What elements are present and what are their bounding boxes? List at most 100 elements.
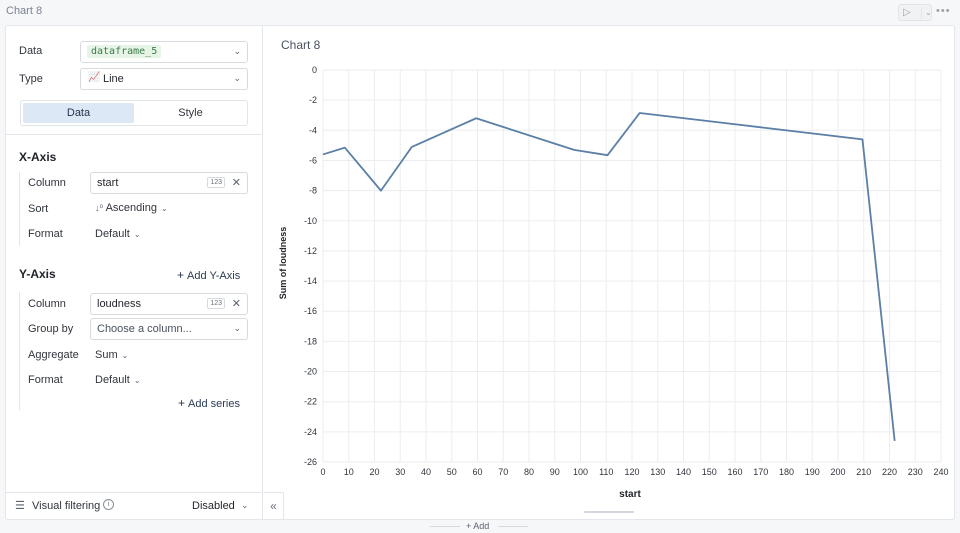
sort-label: Sort	[28, 203, 49, 215]
x-tick-label: 20	[369, 467, 379, 477]
data-label: Data	[19, 45, 43, 57]
x-tick-label: 70	[498, 467, 508, 477]
x-tick-label: 50	[447, 467, 457, 477]
cell-title: Chart 8	[6, 5, 43, 17]
chevron-down-icon[interactable]: ⌄	[241, 500, 249, 510]
add-cell-button[interactable]: + Add	[466, 521, 489, 531]
y-column-value: loudness	[97, 298, 142, 310]
tab-style[interactable]: Style	[178, 107, 203, 119]
aggregate-select[interactable]: Sum ⌄	[95, 349, 128, 361]
close-icon[interactable]: ✕	[231, 298, 241, 310]
y-axis-label: Sum of loudness	[278, 227, 288, 300]
y-tick-label: 0	[312, 65, 317, 75]
group-by-select[interactable]: Choose a column... ⌄	[90, 318, 248, 340]
info-icon[interactable]: i	[103, 499, 114, 510]
line-chart: 0-2-4-6-8-10-12-14-16-18-20-22-24-260 10 2…	[278, 65, 949, 500]
chevron-down-icon: ⌄	[233, 73, 241, 83]
visual-filtering-bar: ☰ Visual filtering i Disabled ⌄	[6, 492, 262, 519]
x-tick-label: 110	[599, 467, 613, 477]
y-tick-label: -12	[304, 246, 317, 256]
x-column-field[interactable]: start 123 ✕	[90, 172, 248, 194]
more-options-icon[interactable]: •••	[936, 5, 951, 17]
add-series-label: Add series	[188, 398, 240, 410]
chevron-down-icon: ⌄	[233, 323, 241, 333]
x-axis-label: start	[619, 489, 641, 500]
config-panel: Data dataframe_5 ⌄ Type 📈 Line ⌄ Data St…	[6, 26, 263, 519]
chevron-down-icon: ⌄	[133, 230, 141, 239]
divider	[6, 134, 262, 135]
sort-select[interactable]: ↓⁰ Ascending ⌄	[95, 202, 168, 214]
y-tick-label: -20	[304, 367, 317, 377]
x-tick-label: 150	[702, 467, 717, 477]
add-y-axis-button[interactable]: + Add Y-Axis	[177, 268, 240, 282]
x-tick-label: 190	[805, 467, 820, 477]
dataframe-select[interactable]: dataframe_5 ⌄	[80, 41, 248, 63]
add-series-button[interactable]: + Add series	[178, 396, 240, 410]
chevron-down-icon: ⌄	[133, 376, 141, 385]
chevron-down-icon: ⌄	[121, 351, 129, 360]
x-tick-label: 240	[933, 467, 948, 477]
x-tick-label: 100	[573, 467, 588, 477]
x-tick-label: 30	[395, 467, 405, 477]
x-tick-label: 0	[320, 467, 325, 477]
visual-filtering-select[interactable]: Disabled	[192, 500, 235, 512]
x-tick-label: 60	[472, 467, 482, 477]
add-cell-label: Add	[473, 521, 490, 531]
section-rule	[19, 172, 20, 246]
divider	[498, 526, 528, 527]
y-tick-label: -10	[304, 216, 317, 226]
y-column-label: Column	[28, 298, 66, 310]
chevron-down-icon: ⌄	[160, 204, 168, 213]
aggregate-label: Aggregate	[28, 349, 79, 361]
x-axis-title: X-Axis	[19, 150, 57, 164]
collapse-panel-button[interactable]: «	[264, 492, 284, 519]
y-tick-label: -18	[304, 336, 317, 346]
y-tick-label: -22	[304, 397, 317, 407]
numeric-type-icon: 123	[207, 298, 225, 309]
y-format-select[interactable]: Default ⌄	[95, 374, 141, 386]
sort-ascending-icon: ↓⁰	[95, 203, 104, 213]
x-format-select[interactable]: Default ⌄	[95, 228, 141, 240]
y-tick-label: -26	[304, 457, 317, 467]
y-tick-label: -14	[304, 276, 317, 286]
x-tick-label: 180	[779, 467, 794, 477]
x-format-label: Format	[28, 228, 63, 240]
chart-type-select[interactable]: 📈 Line ⌄	[80, 68, 248, 90]
y-tick-label: -24	[304, 427, 317, 437]
chevron-down-icon[interactable]: ⌄	[921, 7, 932, 19]
group-by-placeholder: Choose a column...	[97, 323, 192, 335]
run-button[interactable]: ▷ ⌄	[898, 4, 932, 21]
type-label: Type	[19, 73, 43, 85]
chart-title: Chart 8	[281, 38, 321, 52]
y-tick-label: -8	[309, 186, 317, 196]
y-tick-label: -6	[309, 155, 317, 165]
x-tick-label: 160	[727, 467, 742, 477]
aggregate-value: Sum	[95, 349, 118, 361]
plus-icon: +	[178, 396, 186, 410]
group-by-label: Group by	[28, 323, 74, 335]
add-y-axis-label: Add Y-Axis	[187, 270, 241, 282]
y-column-field[interactable]: loudness 123 ✕	[90, 293, 248, 315]
tab-data[interactable]: Data	[23, 103, 134, 123]
series-line[interactable]	[322, 112, 896, 441]
y-format-value: Default	[95, 374, 130, 386]
y-tick-label: -4	[309, 125, 317, 135]
numeric-type-icon: 123	[207, 177, 225, 188]
plus-icon: +	[466, 521, 474, 531]
x-tick-label: 220	[882, 467, 897, 477]
x-format-value: Default	[95, 228, 130, 240]
y-format-label: Format	[28, 374, 63, 386]
x-tick-label: 230	[908, 467, 923, 477]
visual-filtering-label: Visual filtering	[32, 500, 101, 512]
x-column-label: Column	[28, 177, 66, 189]
x-tick-label: 90	[550, 467, 560, 477]
resize-handle[interactable]	[584, 511, 634, 513]
config-tabs: Data Style	[20, 100, 248, 126]
chart-type-value: Line	[103, 73, 124, 85]
close-icon[interactable]: ✕	[231, 177, 241, 189]
chart-area: Chart 8 0 -2 -4 -6 -8 -10 -12 -14 -16 -18 -20 -22 -2…	[264, 26, 954, 519]
x-tick-label: 10	[344, 467, 354, 477]
dataframe-name: dataframe_5	[87, 45, 162, 58]
chevron-down-icon: ⌄	[233, 46, 241, 56]
x-tick-label: 40	[421, 467, 431, 477]
